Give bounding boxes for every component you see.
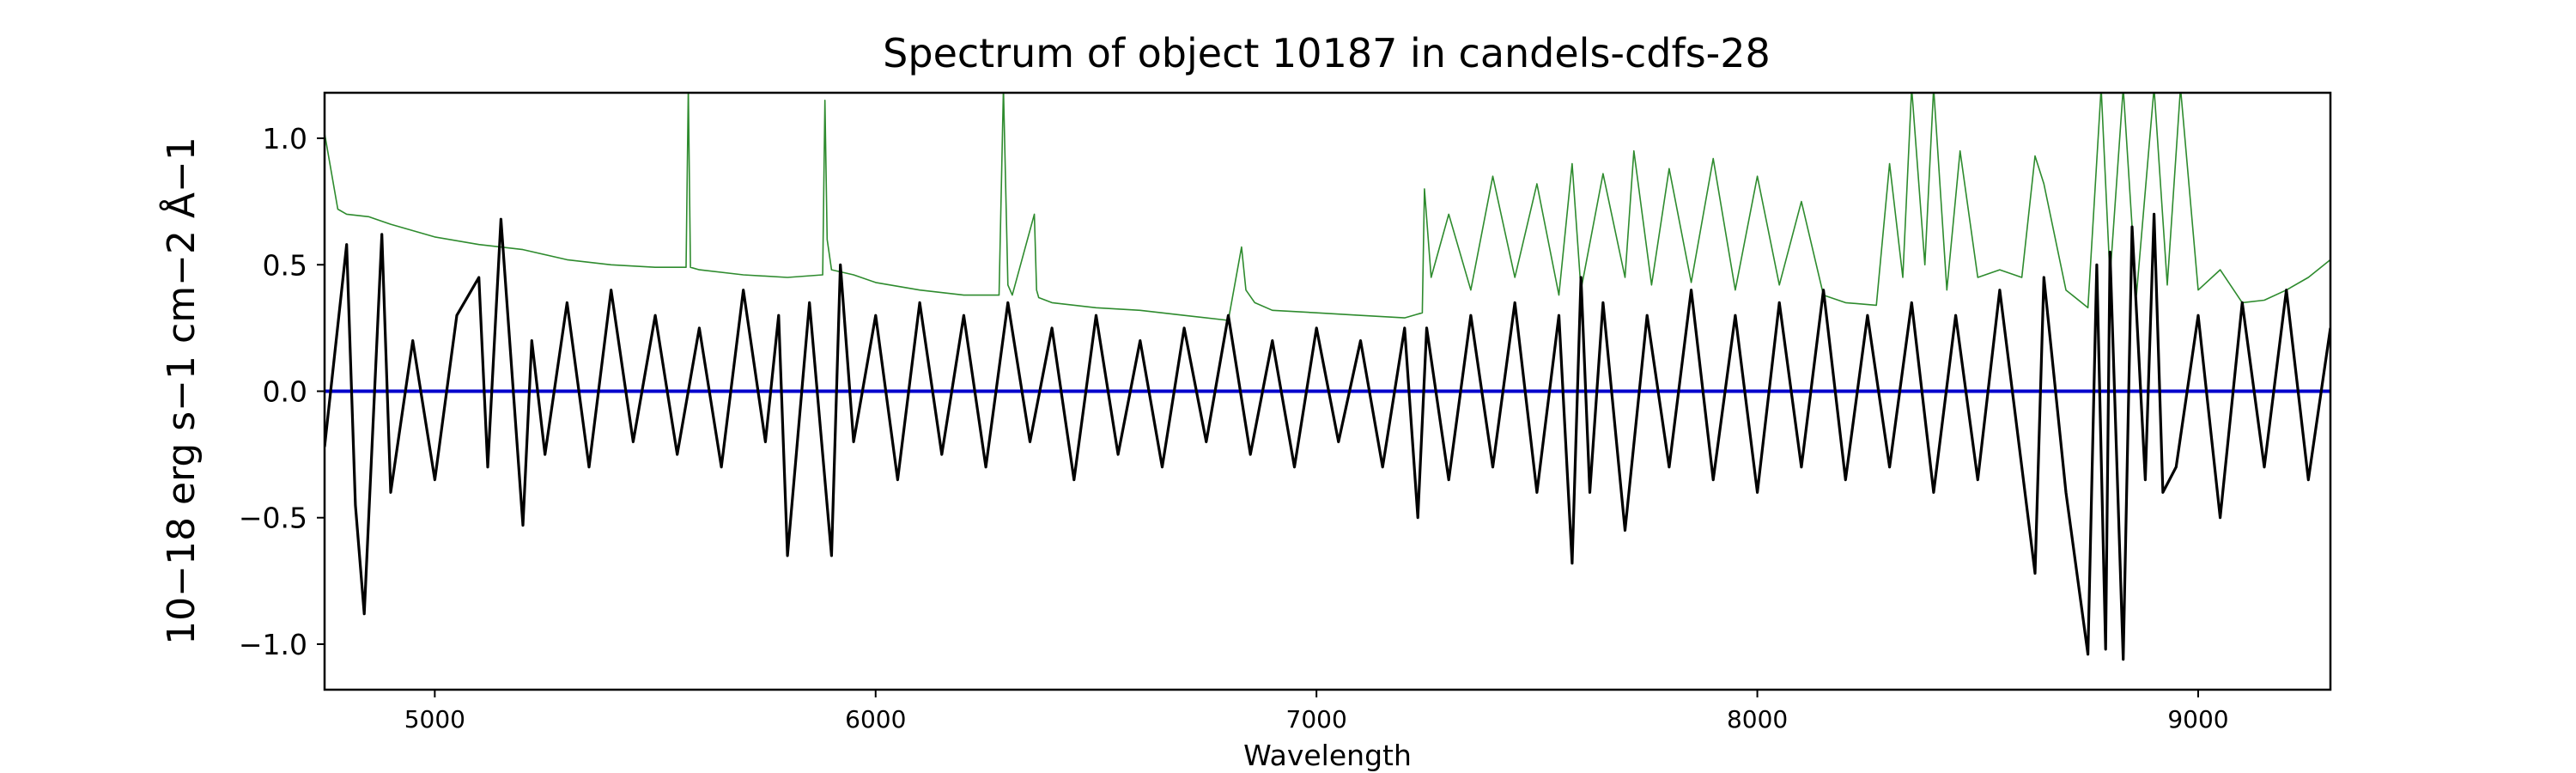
y-axis: −1.0 −0.5 0.0 0.5 1.0 (239, 122, 325, 661)
series-line-flux (325, 212, 2330, 661)
y-tick-label: −0.5 (239, 502, 307, 535)
y-tick-label: −1.0 (239, 628, 307, 661)
chart-title: Spectrum of object 10187 in candels-cdfs… (883, 30, 1771, 76)
y-tick-label: 0.0 (263, 375, 307, 409)
y-tick-label: 0.5 (263, 248, 307, 282)
series-line-error (325, 93, 2330, 321)
x-tick-label: 9000 (2167, 705, 2228, 733)
y-axis-label: 10−18 erg s−1 cm−2 Å−1 (158, 137, 204, 645)
x-tick-label: 5000 (404, 705, 465, 733)
y-tick-label: 1.0 (263, 122, 307, 155)
x-axis: 5000 6000 7000 8000 9000 (404, 690, 2229, 733)
series-layer (325, 93, 2330, 661)
x-axis-label: Wavelength (1243, 739, 1412, 772)
x-tick-label: 8000 (1727, 705, 1788, 733)
x-tick-label: 6000 (845, 705, 906, 733)
x-tick-label: 7000 (1286, 705, 1347, 733)
